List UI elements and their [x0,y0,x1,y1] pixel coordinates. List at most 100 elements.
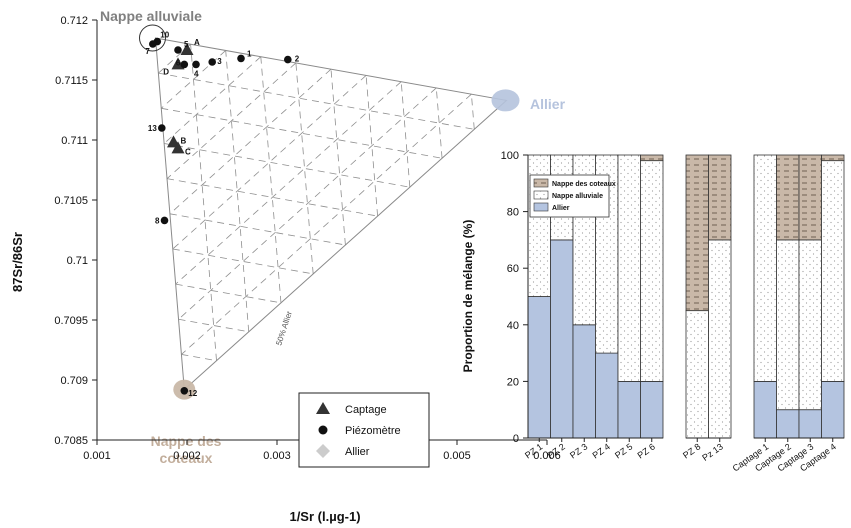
bar-legend-swatch [533,190,549,200]
legend-captage-icon [316,402,330,414]
y-tick-label: 0.711 [61,135,88,147]
bar-segment [527,296,551,439]
piezometre-point [160,216,169,225]
mixing-grid-line [330,69,346,246]
bar-segment [798,409,822,439]
mixing-grid-line [260,56,282,303]
y-tick-label: 0.7105 [54,195,88,207]
mixing-grid-line [181,354,217,362]
bar-segment [685,310,709,439]
y-axis-label: 87Sr/86Sr [10,232,25,292]
piezometre-point [208,58,216,66]
bar-legend-label: Allier [552,205,570,212]
piezometre-point [237,54,245,63]
legend-entry-label: Allier [345,446,370,458]
point-label: 2 [295,55,300,64]
nappe-des-coteaux-label: coteaux [160,450,213,466]
bar-segment [640,154,664,162]
piezometre-point [284,55,292,64]
x-tick-label: 0.006 [533,450,561,462]
mixing-grid-line [172,248,314,275]
legend-entry-label: Captage [345,404,387,416]
piezometre-point [192,60,200,69]
legend-allier-icon [316,444,330,458]
bar-segment [708,239,732,439]
y-tick-label: 0.71 [67,255,88,267]
point-label: 6 [176,58,181,67]
bar-segment [776,154,800,241]
allier-label: Allier [530,96,566,112]
y-tick-label: 0.7095 [54,315,88,327]
mixing-grid-line [178,87,437,320]
bar-segment [640,160,664,382]
piezometre-point [149,40,157,48]
mixing-grid-line [163,56,262,144]
bar-segment [798,154,822,241]
bar-segment [572,324,596,439]
bar-category-label: PZ 8 [681,441,702,460]
piezometre-point [180,60,189,69]
mixing-grid-line [172,75,367,250]
piezometre-point [158,124,166,132]
bar-segment [821,154,845,162]
point-label: 10 [160,31,169,40]
legend-entry-label: Piézomètre [345,425,401,437]
x-tick-label: 0.005 [443,450,471,462]
scatter-axes: 0.0010.0020.0030.0040.0050.0060.7120.711… [54,15,560,462]
x-axis-label: 1/Sr (l.µg-1) [289,509,360,524]
bar-segment [776,239,800,411]
bar-segment [821,160,845,382]
bar-y-tick-label: 80 [507,207,519,219]
y-tick-label: 0.709 [60,375,88,387]
bar-segment [753,154,777,382]
x-tick-label: 0.002 [173,450,201,462]
nappe-alluviale-label: Nappe alluviale [100,8,202,24]
mixing-grid [158,43,475,362]
mixing-triangle-outline [154,37,508,391]
mixing-triangle [154,37,508,391]
bar-legend-swatch [533,202,549,212]
y-tick-label: 0.7085 [54,435,88,447]
point-label: 12 [188,389,197,398]
x-tick-label: 0.003 [263,450,291,462]
bar-y-tick-label: 40 [507,320,519,332]
bar-y-tick-label: 20 [507,376,519,388]
x-tick-label: 0.001 [83,450,111,462]
mixing-grid-line [175,283,282,304]
bar-category-label: PZ 4 [591,441,612,460]
bar-legend-swatch [533,178,549,188]
mixing-grid-line [181,93,472,355]
bar-segment [798,239,822,411]
mixing-grid-line [166,62,297,179]
point-label: 3 [217,57,222,66]
bar-legend-label: Nappe des coteaux [552,181,616,188]
captage-point [171,141,185,154]
mixing-grid-line [400,81,411,188]
point-label: D [163,67,169,76]
scatter-legend: Captage Piézomètre Allier [298,392,430,468]
y-tick-label: 0.712 [60,15,88,27]
point-label: C [185,147,191,156]
allier-marker [491,89,520,112]
mixing-grid-line [175,81,402,285]
piezometre-point [174,46,182,54]
point-label: 8 [155,216,160,225]
bar-segment [640,380,664,439]
nappe-des-coteaux-label: Nappe des [151,433,222,449]
bar-legend-label: Nappe alluviale [552,193,603,200]
mixing-grid-line [295,62,314,274]
bar-segment [595,352,619,439]
bar-y-tick-label: 0 [513,433,519,445]
legend-piezometre-icon [318,425,328,435]
bar-segment [685,154,709,312]
point-label: 7 [145,47,150,56]
bar-y-tick-label: 60 [507,263,519,275]
point-label: A [194,38,200,47]
mixing-grid-line [169,68,332,215]
point-label: 5 [184,40,189,49]
bar-segment [550,239,574,439]
